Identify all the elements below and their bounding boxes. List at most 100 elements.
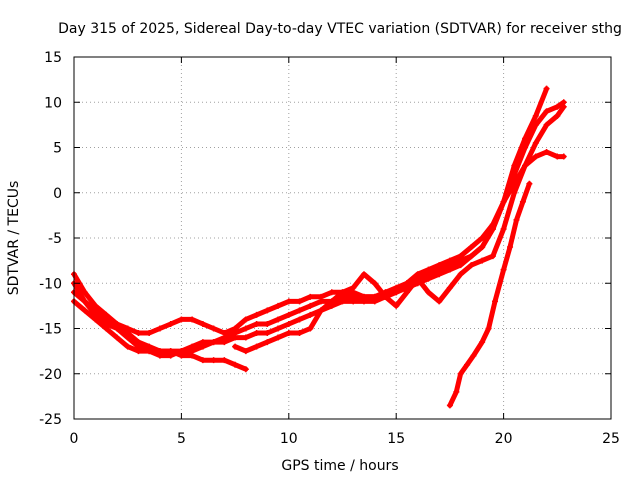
data-point (135, 348, 142, 355)
data-point (350, 284, 357, 291)
data-point (242, 316, 249, 323)
data-point (103, 325, 110, 332)
data-point (371, 280, 378, 287)
data-point (554, 153, 561, 160)
grid (74, 57, 611, 419)
data-point (296, 316, 303, 323)
data-point (339, 289, 346, 296)
data-point (543, 149, 550, 156)
data-point (253, 320, 260, 327)
data-point (178, 352, 185, 359)
data-point (479, 244, 486, 251)
y-tick-label: 10 (44, 95, 62, 111)
data-point (135, 330, 142, 337)
data-point (275, 334, 282, 341)
data-point (92, 316, 99, 323)
data-point (543, 85, 550, 92)
data-point (167, 348, 174, 355)
data-point (81, 307, 88, 314)
data-point (285, 320, 292, 327)
data-point (492, 298, 499, 305)
data-point (199, 320, 206, 327)
data-point (189, 352, 196, 359)
data-point (436, 262, 443, 269)
data-point (371, 298, 378, 305)
y-tick-label: -15 (39, 322, 62, 338)
data-point (253, 311, 260, 318)
data-point (507, 244, 514, 251)
data-point (457, 370, 464, 377)
data-point (457, 271, 464, 278)
data-point (532, 153, 539, 160)
data-point (532, 112, 539, 119)
data-point (453, 388, 460, 395)
data-point (526, 180, 533, 187)
y-axis-label: SDTVAR / TECUs (6, 181, 22, 296)
data-point (167, 320, 174, 327)
data-point (479, 235, 486, 241)
data-point (113, 325, 120, 332)
x-tick-label: 20 (495, 431, 513, 447)
data-point (554, 103, 561, 110)
y-tick-label: 0 (53, 186, 62, 202)
data-point (543, 108, 550, 115)
data-point (232, 343, 239, 350)
data-point (156, 325, 163, 332)
data-point (264, 339, 271, 346)
data-point (468, 253, 475, 260)
data-point (500, 225, 507, 232)
x-axis-label: GPS time / hours (281, 458, 398, 474)
data-point (382, 293, 389, 300)
data-point (307, 293, 314, 300)
data-point (554, 112, 561, 119)
x-tick-label: 10 (280, 431, 298, 447)
data-point (275, 302, 282, 309)
data-point (189, 316, 196, 323)
data-point (81, 298, 88, 305)
data-point (522, 162, 529, 169)
data-point (242, 348, 249, 355)
data-point (285, 298, 292, 305)
data-point (242, 334, 249, 341)
x-tick-label: 15 (387, 431, 405, 447)
data-point (511, 189, 518, 196)
data-point (436, 298, 443, 305)
data-series (71, 85, 567, 409)
data-point (296, 307, 303, 314)
data-point (446, 257, 453, 264)
y-tick-label: -20 (39, 367, 62, 383)
data-point (328, 289, 335, 296)
data-point (360, 271, 367, 278)
data-point (275, 325, 282, 332)
data-point (264, 330, 271, 337)
data-point (468, 244, 475, 251)
data-point (232, 334, 239, 341)
data-point (146, 348, 153, 355)
data-point (513, 216, 520, 223)
series-track-6 (447, 181, 532, 408)
data-point (221, 357, 228, 364)
data-point (414, 275, 421, 282)
data-point (403, 289, 410, 296)
axis-ticks: 0 5 10 15 20 25 -25 -20 -15 -10 -5 0 5 10 15 (39, 50, 620, 447)
data-point (511, 171, 518, 178)
data-point (318, 298, 325, 305)
data-point (232, 361, 239, 368)
data-point (489, 253, 496, 260)
data-point (264, 307, 271, 314)
data-point (457, 253, 464, 260)
data-point (468, 262, 475, 269)
data-point (199, 339, 206, 346)
data-point (253, 343, 260, 350)
data-point (275, 316, 282, 323)
data-point (470, 352, 477, 359)
data-point (221, 339, 228, 346)
data-point (307, 302, 314, 309)
x-tick-label: 0 (70, 431, 79, 447)
data-point (264, 320, 271, 327)
data-point (479, 257, 486, 264)
data-point (124, 334, 131, 341)
data-point (532, 121, 539, 128)
data-point (425, 289, 432, 296)
data-point (500, 266, 507, 273)
